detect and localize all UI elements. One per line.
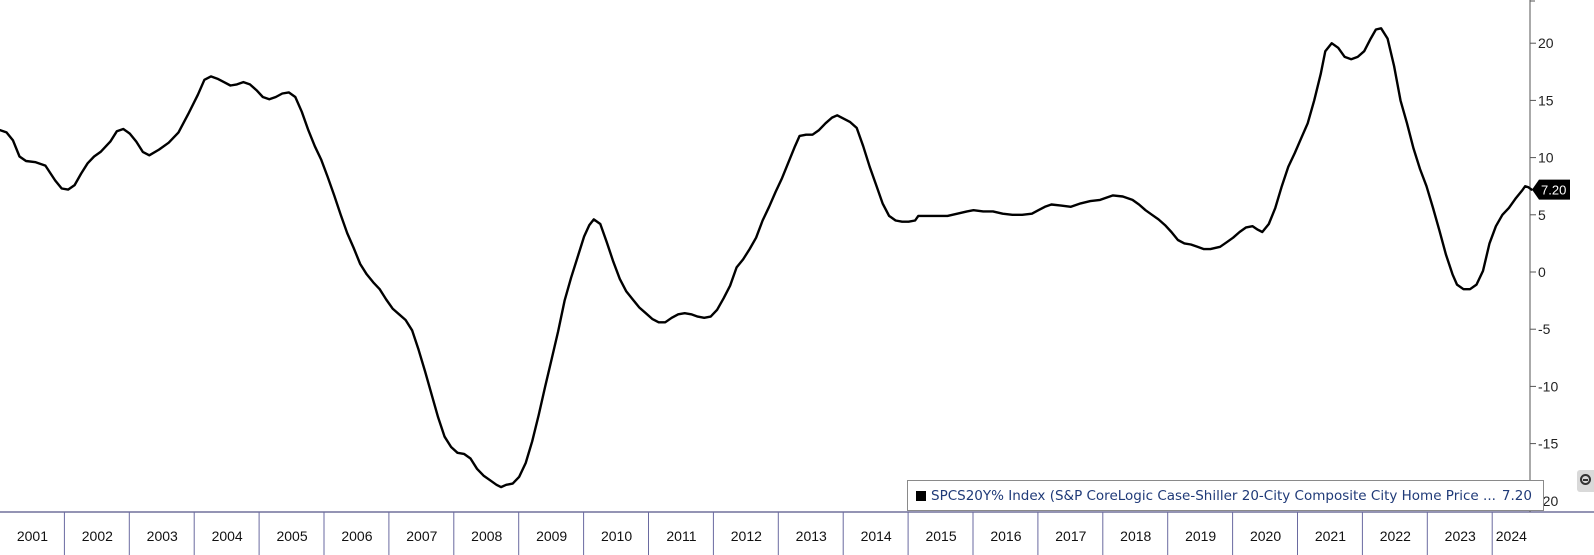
x-tick-label: 2009 bbox=[536, 528, 567, 544]
x-tick-label: 2023 bbox=[1445, 528, 1476, 544]
x-tick-label: 2006 bbox=[341, 528, 372, 544]
collapse-icon bbox=[1580, 474, 1591, 485]
x-tick-label: 2016 bbox=[990, 528, 1021, 544]
x-tick-label: 2001 bbox=[17, 528, 48, 544]
x-tick-label: 2015 bbox=[925, 528, 956, 544]
x-tick-label: 2002 bbox=[82, 528, 113, 544]
x-tick-label: 2008 bbox=[471, 528, 502, 544]
x-tick-label: 2020 bbox=[1250, 528, 1281, 544]
side-panel-toggle-button[interactable] bbox=[1577, 470, 1594, 492]
y-tick-label: 15 bbox=[1538, 92, 1554, 108]
y-tick-label: -5 bbox=[1538, 321, 1551, 337]
legend-series-label: SPCS20Y% Index (S&P CoreLogic Case-Shill… bbox=[931, 487, 1496, 504]
y-tick-label: 5 bbox=[1538, 207, 1546, 223]
x-tick-label: 2007 bbox=[406, 528, 437, 544]
x-tick-label: 2024 bbox=[1496, 528, 1527, 544]
x-axis: 2001 2002 2003 2004 2005 2006 2007 2008 2009 2010… bbox=[0, 511, 1594, 555]
y-tick-label: 20 bbox=[1538, 35, 1554, 51]
series-layer bbox=[0, 27, 1533, 489]
legend[interactable]: SPCS20Y% Index (S&P CoreLogic Case-Shill… bbox=[907, 480, 1544, 511]
x-tick-label: 2010 bbox=[601, 528, 632, 544]
x-tick-label: 2013 bbox=[796, 528, 827, 544]
legend-last-value: 7.20 bbox=[1501, 487, 1532, 504]
y-tick-label: 0 bbox=[1538, 264, 1546, 280]
x-tick-label: 2018 bbox=[1120, 528, 1151, 544]
y-tick-label: -10 bbox=[1538, 378, 1558, 394]
last-value-marker: 7.20 bbox=[1532, 179, 1570, 200]
x-tick-label: 2005 bbox=[276, 528, 307, 544]
x-tick-label: 2011 bbox=[666, 528, 696, 544]
x-tick-label: 2004 bbox=[212, 528, 243, 544]
series-line bbox=[0, 27, 1533, 489]
x-tick-label: 2003 bbox=[147, 528, 178, 544]
x-tick-label: 2014 bbox=[861, 528, 892, 544]
last-value-tag bbox=[1532, 179, 1570, 200]
x-tick-label: 2017 bbox=[1055, 528, 1086, 544]
y-tick-label: -15 bbox=[1538, 436, 1558, 452]
x-tick-label: 2021 bbox=[1315, 528, 1346, 544]
legend-swatch bbox=[916, 490, 926, 501]
x-tick-label: 2022 bbox=[1380, 528, 1411, 544]
last-value-label: 7.20 bbox=[1541, 183, 1566, 198]
x-tick-label: 2012 bbox=[731, 528, 762, 544]
y-tick-label: 10 bbox=[1538, 150, 1554, 166]
x-tick-label: 2019 bbox=[1185, 528, 1216, 544]
